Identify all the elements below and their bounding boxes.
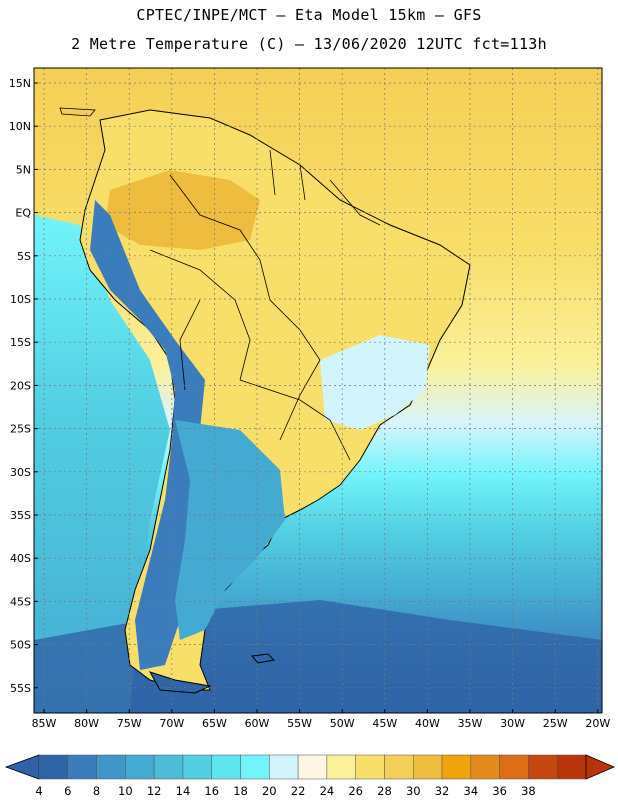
colorbar-swatch xyxy=(297,754,328,780)
colorbar-swatch xyxy=(182,754,212,780)
lat-label: 25S xyxy=(10,423,31,436)
lat-label: 35S xyxy=(10,509,31,522)
colorbar-swatch xyxy=(470,754,500,780)
colorbar-high-arrow xyxy=(585,754,616,780)
chart-title-line2: 2 Metre Temperature (C) – 13/06/2020 12U… xyxy=(71,35,547,53)
colorbar-label: 22 xyxy=(291,784,306,798)
lat-label: 55S xyxy=(10,682,31,695)
colorbar-label: 30 xyxy=(406,784,421,798)
lon-label: 40W xyxy=(415,717,440,730)
colorbar-swatch xyxy=(125,754,155,780)
lat-label: 30S xyxy=(10,466,31,479)
colorbar-swatch xyxy=(211,754,241,780)
lat-label: 10N xyxy=(9,120,31,133)
colorbar-label: 28 xyxy=(377,784,392,798)
colorbar-label: 10 xyxy=(118,784,133,798)
lon-label: 25W xyxy=(543,717,568,730)
lon-label: 55W xyxy=(287,717,312,730)
colorbar-label: 12 xyxy=(147,784,162,798)
amazon-warm-zone xyxy=(105,170,260,250)
colorbar-swatch xyxy=(441,754,472,780)
lon-label: 65W xyxy=(202,717,227,730)
lon-label: 30W xyxy=(500,717,525,730)
lat-label: 40S xyxy=(10,552,31,565)
colorbar-swatch xyxy=(528,754,558,780)
colorbar-swatch xyxy=(384,754,414,780)
lon-label: 70W xyxy=(159,717,184,730)
colorbar-swatch xyxy=(153,754,184,780)
colorbar-label: 38 xyxy=(521,784,536,798)
lat-label: 45S xyxy=(10,595,31,608)
colorbar-label: 16 xyxy=(204,784,219,798)
colorbar-swatch xyxy=(355,754,385,780)
colorbar-swatch xyxy=(499,754,529,780)
colorbar-swatch xyxy=(413,754,443,780)
brazil-cool-highlands xyxy=(320,335,430,430)
temperature-map: 15N 10N 5N EQ 5S 10S 15S 20S 25S 30S 35S 40S 45S 50S 5… xyxy=(9,67,611,730)
colorbar-swatch xyxy=(326,754,356,780)
colorbar-swatch xyxy=(240,754,270,780)
lon-label: 20W xyxy=(585,717,610,730)
colorbar-label: 4 xyxy=(35,784,42,798)
colorbar-label: 34 xyxy=(464,784,479,798)
lon-label: 35W xyxy=(458,717,483,730)
colorbar-swatch xyxy=(269,754,299,780)
colorbar-label: 6 xyxy=(64,784,71,798)
colorbar-label: 14 xyxy=(176,784,191,798)
colorbar-label: 32 xyxy=(435,784,450,798)
colorbar-swatch xyxy=(556,754,587,780)
colorbar-label: 18 xyxy=(233,784,248,798)
colorbar-label: 8 xyxy=(93,784,100,798)
colorbar-label: 36 xyxy=(492,784,507,798)
colorbar-label: 20 xyxy=(262,784,277,798)
colorbar-swatch xyxy=(67,754,97,780)
lat-label: 5N xyxy=(16,163,31,176)
lon-label: 85W xyxy=(32,717,57,730)
lat-label: 20S xyxy=(10,379,31,392)
falkland-islands xyxy=(251,653,276,664)
lat-label: 15S xyxy=(10,336,31,349)
lat-label: EQ xyxy=(15,207,31,220)
lon-label: 50W xyxy=(330,717,355,730)
map-frame xyxy=(33,67,603,714)
colorbar-swatch xyxy=(96,754,126,780)
lat-label: 5S xyxy=(17,250,31,263)
lat-label: 15N xyxy=(9,77,31,90)
axis-ticks: 15N 10N 5N EQ 5S 10S 15S 20S 25S 30S 35S 40S 45S 50S 5… xyxy=(9,77,611,730)
lat-label: 10S xyxy=(10,293,31,306)
lon-label: 75W xyxy=(117,717,142,730)
lat-label: 50S xyxy=(10,639,31,652)
andes-cold-strip xyxy=(90,200,205,670)
patagonia-cold-zone xyxy=(175,420,285,640)
lon-label: 60W xyxy=(245,717,270,730)
colorbar-swatch xyxy=(38,754,69,780)
colorbar-low-arrow xyxy=(4,754,40,780)
lon-label: 80W xyxy=(74,717,99,730)
lon-label: 45W xyxy=(372,717,397,730)
colorbar-label: 24 xyxy=(320,784,335,798)
chart-title-line1: CPTEC/INPE/MCT – Eta Model 15km – GFS xyxy=(136,6,482,24)
country-borders xyxy=(149,149,381,461)
colorbar-label: 26 xyxy=(348,784,363,798)
